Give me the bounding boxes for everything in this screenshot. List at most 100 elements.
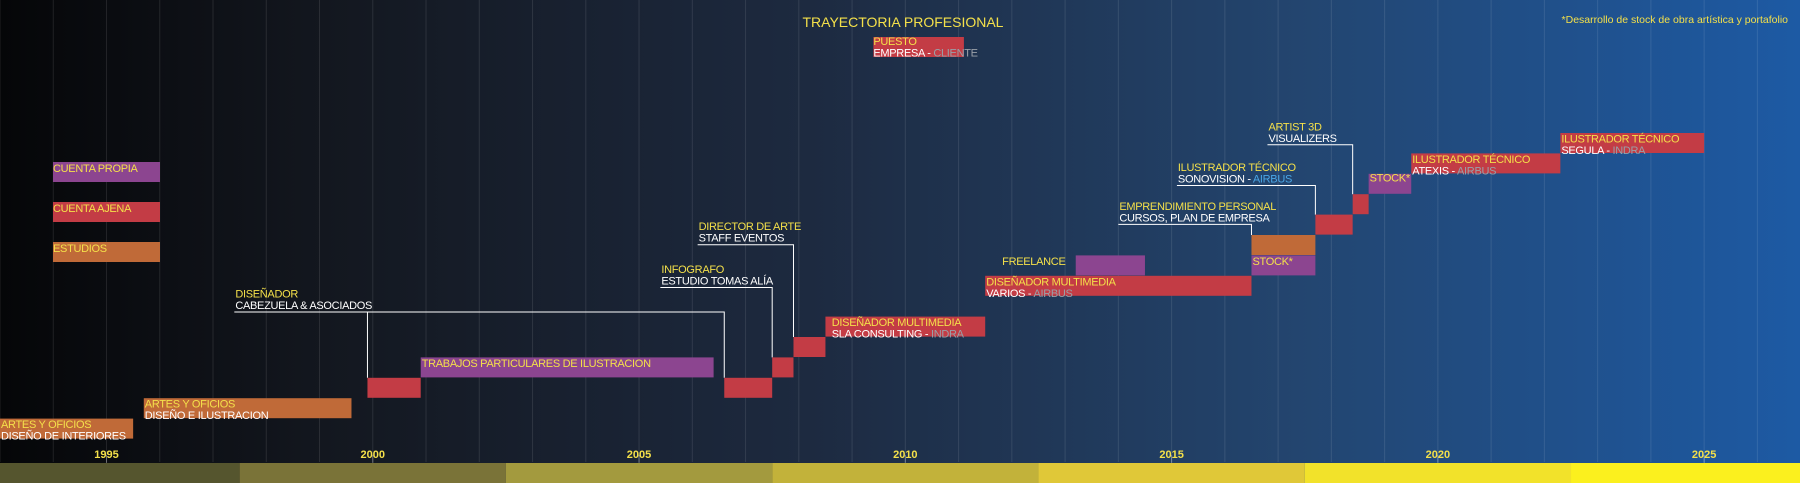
- x-tick-label: 1995: [94, 449, 118, 461]
- axis-band: [772, 463, 1039, 483]
- bar-label-text: DISEÑADOR MULTIMEDIA: [832, 316, 962, 329]
- bar-label-text: STOCK*: [1252, 256, 1293, 268]
- timeline-bar: [772, 357, 794, 378]
- bar-label-line: SONOVISION - AIRBUS: [1178, 174, 1292, 186]
- bar-label-text: STAFF EVENTOS: [699, 233, 785, 245]
- x-tick-label: 2020: [1426, 449, 1450, 461]
- bar-label-text: ARTIST 3D: [1268, 121, 1321, 133]
- timeline-bar: [1075, 255, 1145, 276]
- bar-label-line: ILUSTRADOR TÉCNICO: [1412, 153, 1531, 166]
- x-tick-label: 2000: [361, 449, 385, 461]
- bar-label-text: ILUSTRADOR TÉCNICO: [1178, 161, 1297, 174]
- bar-label-text: INFOGRAFO: [661, 264, 724, 276]
- bar-label-line: CURSOS, PLAN DE EMPRESA: [1119, 212, 1270, 224]
- bar-label-text: FREELANCE: [1002, 256, 1065, 268]
- connector-line: [697, 244, 794, 337]
- bar-label-line: DIRECTOR DE ARTE: [699, 221, 801, 233]
- stock-note: *Desarrollo de stock de obra artística y…: [1562, 14, 1789, 26]
- timeline-bar: [1560, 133, 1705, 153]
- x-tick-label: 2025: [1692, 449, 1716, 461]
- connector-lines: [234, 144, 1354, 378]
- bar-label-line: VISUALIZERS: [1268, 133, 1336, 145]
- bar-label-text: VARIOS -: [986, 288, 1033, 300]
- connector-line: [1118, 223, 1252, 235]
- bar-label-text: SONOVISION -: [1178, 174, 1253, 186]
- bar-label-line: VARIOS - AIRBUS: [986, 288, 1072, 300]
- timeline-bar: [1251, 255, 1316, 276]
- axis-band: [1571, 463, 1800, 483]
- timeline-bar: [1251, 235, 1316, 255]
- bar-label-line: EMPRENDIMIENTO PERSONAL: [1119, 201, 1276, 213]
- legend-swatch: [53, 162, 160, 182]
- bar-label-text: ARTES Y OFICIOS: [145, 399, 235, 411]
- bar-label-text: DISEÑO DE INTERIORES: [1, 430, 126, 443]
- bar-label-line: STOCK*: [1370, 172, 1411, 184]
- bar-label-text: AIRBUS: [1033, 288, 1072, 300]
- bar-label-text: AIRBUS: [1253, 174, 1292, 186]
- bar-label-line: DISEÑO E ILUSTRACION: [145, 409, 269, 422]
- bar-label-text: AIRBUS: [1457, 165, 1496, 177]
- bar-label-text: DISEÑADOR MULTIMEDIA: [986, 275, 1116, 288]
- bar-label-line: DISEÑADOR MULTIMEDIA: [986, 275, 1116, 288]
- bar-label-text: ARTES Y OFICIOS: [1, 419, 91, 431]
- key-empresa-text: EMPRESA -: [873, 48, 933, 60]
- legend: CUENTA PROPIA CUENTA AJENA ESTUDIOS PUESTOE…: [53, 36, 978, 262]
- bar-label-text: CABEZUELA & ASOCIADOS: [235, 300, 372, 312]
- connector-line: [1267, 144, 1354, 195]
- legend-label: ESTUDIOS: [53, 243, 107, 255]
- bar-label-text: DIRECTOR DE ARTE: [699, 221, 801, 233]
- timeline-bar: [985, 275, 1252, 296]
- bar-label-line: DISEÑADOR: [235, 288, 298, 301]
- x-tick-label: 2010: [893, 449, 917, 461]
- bar-label-line: STAFF EVENTOS: [699, 233, 785, 245]
- legend-swatch: [53, 242, 160, 262]
- bar-label-line: ARTES Y OFICIOS: [145, 399, 235, 411]
- bar-label-line: SLA CONSULTING - INDRA: [832, 329, 965, 341]
- bar-label-line: ARTES Y OFICIOS: [1, 419, 91, 431]
- bar-label-line: DISEÑADOR MULTIMEDIA: [832, 316, 962, 329]
- legend-item: ESTUDIOS: [53, 242, 160, 262]
- bar-label: TRABAJOS PARTICULARES DE ILUSTRACION: [422, 358, 652, 370]
- bar-label-line: ARTIST 3D: [1268, 121, 1321, 133]
- legend-item: CUENTA PROPIA: [53, 162, 160, 182]
- connector-line: [660, 287, 773, 358]
- x-tick-label: 2015: [1159, 449, 1183, 461]
- bar-label-text: ESTUDIO TOMAS ALÍA: [661, 275, 774, 288]
- bar-label-line: ATEXIS - AIRBUS: [1412, 165, 1496, 177]
- bar-label-text: ILUSTRADOR TÉCNICO: [1412, 153, 1531, 166]
- timeline-bar: [143, 398, 352, 419]
- bar-label: STOCK*: [1252, 256, 1293, 268]
- x-tick-label: 2005: [627, 449, 651, 461]
- key-swatch: [873, 37, 964, 57]
- bar-label-text: TRABAJOS PARTICULARES DE ILUSTRACION: [422, 358, 651, 370]
- key-cliente-text: CLIENTE: [933, 48, 977, 60]
- timeline-bar: [1411, 153, 1561, 174]
- axis-band: [505, 463, 773, 483]
- timeline-bar: [420, 357, 714, 378]
- bar-label-text: SEGULA -: [1561, 145, 1612, 157]
- bar-label-text: INDRA: [931, 329, 965, 341]
- axis-band: [239, 463, 506, 483]
- connector-line: [1176, 185, 1316, 215]
- legend-label: CUENTA PROPIA: [53, 163, 138, 175]
- gridlines: [0, 0, 1757, 462]
- axis-band: [1304, 463, 1572, 483]
- bar-label-text: INDRA: [1612, 145, 1646, 157]
- bar-label: FREELANCE: [1002, 256, 1066, 268]
- timeline-bar: [724, 377, 773, 398]
- chart-title: TRAYECTORIA PROFESIONAL: [803, 14, 1004, 30]
- bar-label-line: DISEÑO DE INTERIORES: [1, 430, 126, 443]
- bar-label-line: FREELANCE: [1002, 256, 1065, 268]
- legend-swatch: [53, 202, 160, 222]
